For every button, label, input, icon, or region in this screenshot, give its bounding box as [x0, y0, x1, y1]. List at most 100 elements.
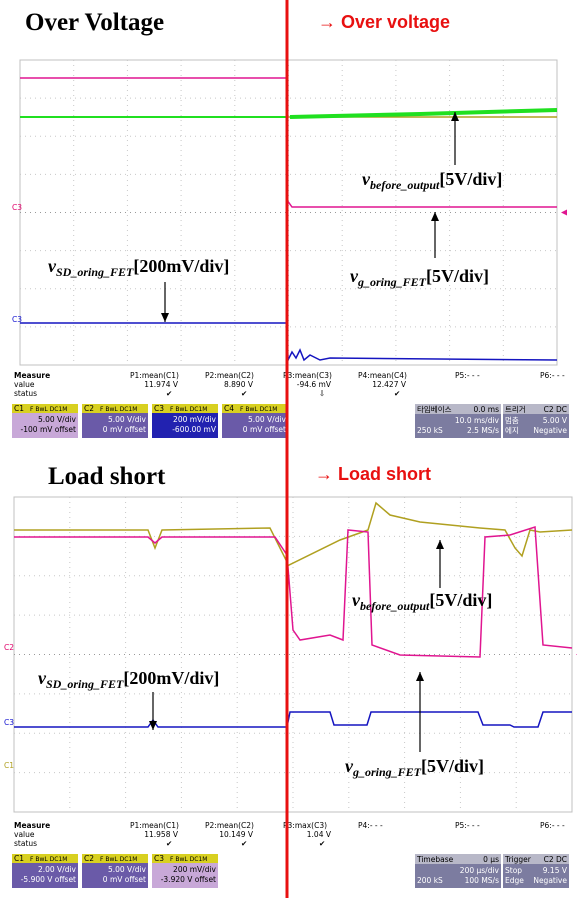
measure-label: Measure — [14, 821, 50, 830]
scale: [5V/div] — [429, 590, 492, 610]
symbol: v — [352, 590, 361, 610]
scale: [5V/div] — [421, 756, 484, 776]
param-value: 8.890 V — [224, 380, 254, 389]
timebase-label: 타임베이스 — [417, 404, 452, 414]
channel-scale: 2.00 V/div — [38, 865, 77, 874]
waveform — [14, 525, 573, 658]
param-value: 11.958 V — [144, 830, 179, 839]
timebase-delay: 0 µs — [483, 855, 499, 864]
subscript: SD_oring_FET — [46, 677, 124, 691]
panel-heading: → Load short — [315, 464, 431, 484]
channel-offset: -3.920 V offset — [161, 875, 216, 884]
symbol: v — [345, 756, 354, 776]
channel-header — [222, 404, 288, 413]
timebase-rate: 100 MS/s — [465, 876, 499, 885]
param-status: ⇩ — [319, 389, 325, 398]
channel-scale: 5.00 V/div — [108, 865, 147, 874]
waveform — [14, 711, 572, 728]
waveform — [14, 501, 573, 568]
scale: [200mV/div] — [133, 256, 229, 276]
measure-label: status — [14, 389, 37, 398]
subscript: g_oring_FET — [357, 275, 427, 289]
param-name: P3:max(C3) — [283, 821, 327, 830]
arrow-head — [431, 212, 439, 221]
subscript: SD_oring_FET — [56, 265, 134, 279]
channel-offset: -100 mV offset — [21, 425, 77, 434]
channel-header — [82, 404, 148, 413]
channel-name: C3 — [154, 854, 164, 863]
timebase-scale: 200 µs/div — [460, 866, 500, 875]
channel-flags: F BwL DC1M — [170, 856, 207, 863]
trigger-type: Edge — [505, 876, 524, 885]
channel-marker: C1 — [4, 761, 14, 770]
timebase-rate: 2.5 MS/s — [467, 426, 499, 435]
channel-scale: 5.00 V/div — [248, 415, 287, 424]
channel-name: C2 — [84, 404, 94, 413]
trigger-type: 에지 — [505, 426, 519, 435]
channel-offset: 0 mV offset — [103, 875, 146, 884]
channel-flags: F BwL DC1M — [100, 856, 137, 863]
timebase-delay: 0.0 ms — [473, 405, 499, 414]
timebase-scale: 10.0 ms/div — [455, 416, 500, 425]
trigger-slope: Negative — [533, 876, 567, 885]
symbol: v — [350, 266, 359, 286]
scale: [5V/div] — [426, 266, 489, 286]
annotation: vSD_oring_FET[200mV/div] — [38, 668, 219, 691]
scale: [5V/div] — [439, 169, 502, 189]
trigger-header — [503, 854, 569, 864]
trigger-source: C2 DC — [544, 405, 567, 414]
param-name: P4:mean(C4) — [358, 371, 407, 380]
channel-header — [12, 404, 78, 413]
trigger-marker — [561, 209, 567, 216]
channel-header — [152, 404, 218, 413]
param-status: ✔ — [319, 839, 325, 848]
subscript: before_output — [370, 178, 440, 192]
channel-flags: F BwL DC1M — [100, 406, 137, 413]
channel-name: C1 — [14, 404, 24, 413]
scale: [200mV/div] — [123, 668, 219, 688]
channel-scale: 200 mV/div — [173, 865, 217, 874]
channel-flags: F BwL DC1M — [170, 406, 207, 413]
timebase-header — [415, 854, 501, 864]
param-name: P1:mean(C1) — [130, 371, 179, 380]
param-value: -94.6 mV — [297, 380, 332, 389]
channel-name: C2 — [84, 854, 94, 863]
channel-flags: F BwL DC1M — [30, 856, 67, 863]
symbol: v — [38, 668, 47, 688]
trigger-label: 트리거 — [505, 405, 526, 414]
subscript: g_oring_FET — [352, 765, 422, 779]
symbol: v — [362, 169, 371, 189]
param-name: P5:- - - — [455, 821, 480, 830]
trigger-header — [503, 404, 569, 414]
channel-scale: 5.00 V/div — [108, 415, 147, 424]
measure-label: Measure — [14, 371, 50, 380]
param-name: P2:mean(C2) — [205, 821, 254, 830]
param-value: 1.04 V — [307, 830, 332, 839]
timebase-samples: 250 kS — [417, 426, 443, 435]
panel-heading: → Over voltage — [318, 12, 450, 32]
param-name: P4:- - - — [358, 821, 383, 830]
channel-marker: C3 — [12, 315, 22, 324]
panel-title: Over Voltage — [25, 9, 164, 36]
channel-name: C3 — [154, 404, 164, 413]
arrow-head — [149, 721, 157, 730]
timebase-header — [415, 404, 501, 414]
param-value: 12.427 V — [372, 380, 407, 389]
arrow-head — [161, 313, 169, 322]
channel-header — [82, 854, 148, 863]
measure-label: status — [14, 839, 37, 848]
arrow-head — [451, 112, 459, 121]
param-name: P6:- - - — [540, 371, 565, 380]
channel-marker: C3 — [4, 718, 14, 727]
trigger-mode: Stop — [505, 866, 522, 875]
channel-scale: 5.00 V/div — [38, 415, 77, 424]
param-name: P2:mean(C2) — [205, 371, 254, 380]
timebase-samples: 200 kS — [417, 876, 443, 885]
param-status: ✔ — [241, 839, 247, 848]
annotation: vSD_oring_FET[200mV/div] — [48, 256, 229, 279]
param-name: P3:mean(C3) — [283, 371, 332, 380]
subscript: before_output — [360, 599, 430, 613]
annotation: vg_oring_FET[5V/div] — [350, 266, 489, 289]
channel-flags: F BwL DC1M — [240, 406, 277, 413]
